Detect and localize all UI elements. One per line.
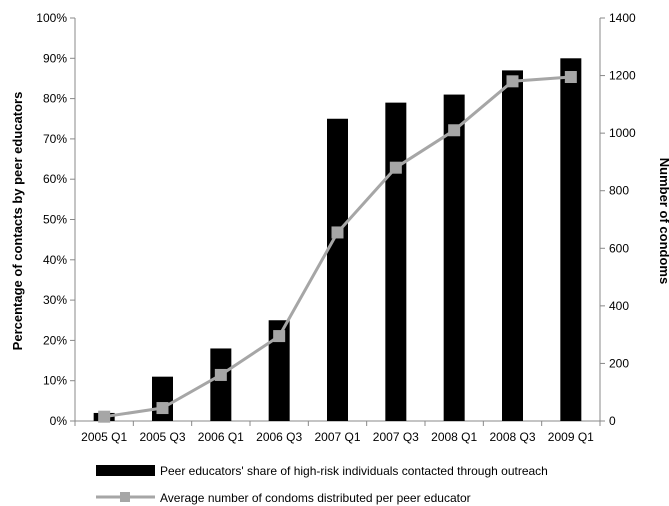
x-tick-label: 2005 Q3 — [139, 430, 185, 444]
y2-tick-label: 1200 — [609, 69, 636, 83]
bar — [502, 70, 523, 421]
x-tick-label: 2006 Q1 — [198, 430, 244, 444]
x-tick-label: 2007 Q1 — [314, 430, 360, 444]
y-tick-label: 10% — [43, 374, 67, 388]
legend-label-bar: Peer educators' share of high-risk indiv… — [160, 464, 548, 478]
bar — [327, 118, 348, 421]
bar — [152, 376, 173, 421]
y-tick-label: 50% — [43, 213, 67, 227]
legend-swatch-marker — [120, 492, 130, 502]
line-marker — [214, 368, 227, 381]
y-tick-label: 30% — [43, 293, 67, 307]
y2-axis-title: Number of condoms — [657, 158, 669, 284]
x-tick-label: 2008 Q3 — [489, 430, 535, 444]
x-tick-label: 2008 Q1 — [431, 430, 477, 444]
x-tick-label: 2005 Q1 — [81, 430, 127, 444]
legend-swatch-bar — [96, 465, 155, 476]
y2-tick-label: 0 — [609, 414, 616, 428]
line-marker — [564, 71, 577, 84]
y2-tick-label: 200 — [609, 356, 629, 370]
tick-labels: 0% 10% 20% 30% 40% 50% 60% 70% 80% 90% 100% 0 200 400… — [36, 11, 636, 444]
y2-tick-label: 1400 — [609, 11, 636, 25]
y-tick-label: 90% — [43, 51, 67, 65]
y-tick-label: 80% — [43, 92, 67, 106]
bar — [443, 94, 465, 421]
line-marker — [448, 124, 461, 137]
line-marker — [98, 410, 111, 423]
line-series — [98, 71, 577, 423]
line-marker — [389, 161, 402, 174]
y-tick-label: 100% — [36, 11, 67, 25]
y2-tick-label: 1000 — [609, 126, 636, 140]
y-tick-label: 0% — [50, 414, 68, 428]
y-axis-title: Percentage of contacts by peer educators — [10, 92, 25, 351]
y-tick-label: 70% — [43, 132, 67, 146]
line-marker — [331, 226, 344, 239]
bar — [385, 102, 407, 421]
y2-tick-label: 400 — [609, 299, 629, 313]
line-marker — [273, 330, 286, 343]
bar — [268, 320, 290, 421]
line-marker — [506, 75, 519, 88]
y-tick-label: 40% — [43, 253, 67, 267]
x-tick-label: 2009 Q1 — [548, 430, 594, 444]
y-tick-label: 20% — [43, 333, 67, 347]
y2-tick-label: 800 — [609, 184, 629, 198]
y-tick-label: 60% — [43, 172, 67, 186]
x-tick-label: 2007 Q3 — [373, 430, 419, 444]
y2-tick-label: 600 — [609, 241, 629, 255]
bar — [560, 58, 582, 422]
legend: Peer educators' share of high-risk indiv… — [96, 464, 548, 505]
x-tick-label: 2006 Q3 — [256, 430, 302, 444]
legend-label-line: Average number of condoms distributed pe… — [160, 491, 471, 505]
bar — [210, 348, 232, 421]
bar-series — [93, 58, 582, 422]
line-marker — [156, 402, 169, 415]
